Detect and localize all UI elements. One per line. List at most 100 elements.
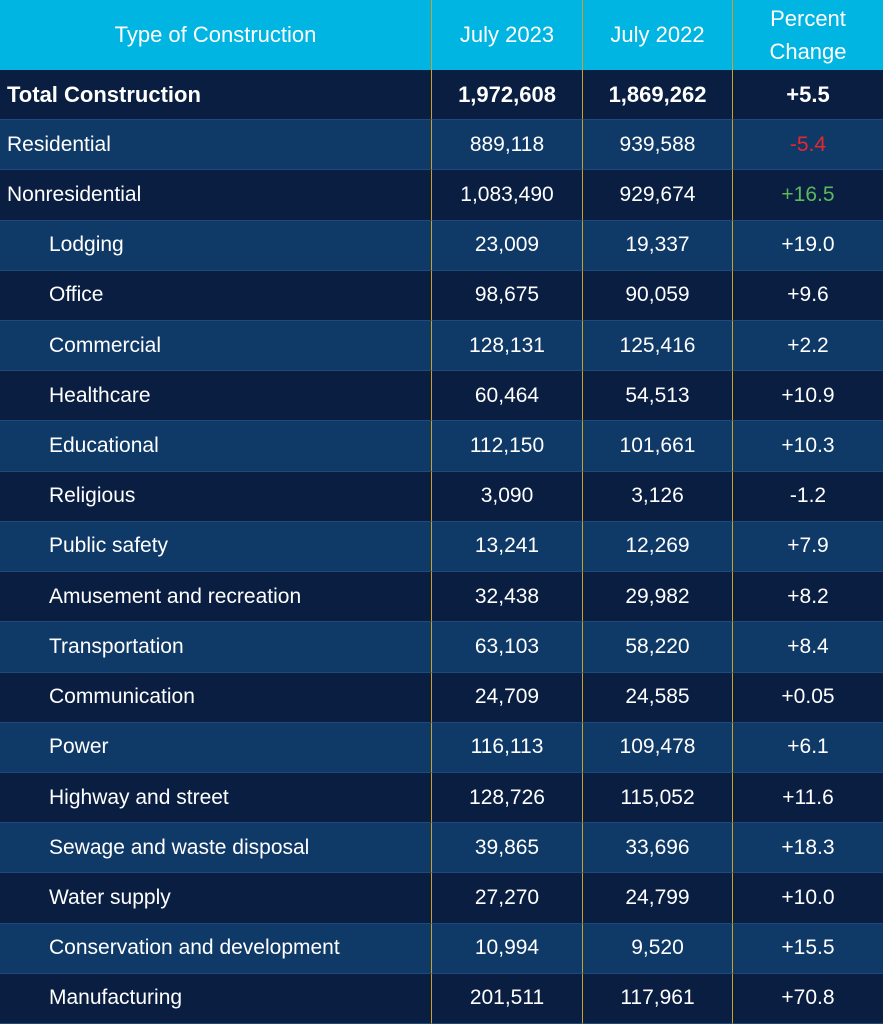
cell: Power: [0, 723, 431, 773]
cell-text: July 2022: [610, 22, 705, 47]
cell: 24,585: [582, 672, 732, 723]
subtype-row: Highway and street 128,726 115,052 +11.6: [0, 772, 883, 824]
cell: 1,083,490: [431, 170, 582, 221]
subtype-row: Public safety 13,241 12,269 +7.9: [0, 521, 883, 573]
cell: 58,220: [582, 622, 732, 673]
cell: 27,270: [431, 873, 582, 924]
cell-text: 125,416: [619, 333, 696, 357]
cell: +5.5: [732, 70, 883, 121]
cell: Transportation: [0, 622, 431, 673]
cell: Communication: [0, 673, 431, 723]
cell-text: 98,675: [474, 283, 540, 307]
cell-text: 109,478: [619, 735, 696, 759]
cell: 1,869,262: [582, 70, 732, 121]
cell-text: 39,865: [474, 835, 540, 859]
subtype-row: Conservation and development 10,994 9,520 +…: [0, 923, 883, 974]
cell: 29,982: [582, 572, 732, 623]
cell-text: Sewage and waste disposal: [49, 835, 310, 859]
cell-text: 889,118: [469, 132, 545, 156]
cell: +7.9: [732, 521, 883, 573]
table-row: Residential 889,118 939,588 -5.4: [0, 120, 883, 171]
cell: Office: [0, 271, 431, 322]
cell-text: 24,585: [625, 685, 690, 709]
cell: 3,090: [431, 471, 582, 522]
cell: +15.5: [732, 923, 883, 974]
cell-text: 939,588: [619, 132, 696, 156]
cell-text: Residential: [7, 132, 111, 156]
cell-text: 12,269: [625, 534, 690, 558]
cell-text: 1,083,490: [460, 183, 554, 206]
cell: Nonresidential: [0, 170, 431, 221]
cell: 939,588: [582, 120, 732, 171]
cell: Conservation and development: [0, 924, 431, 974]
cell: 125,416: [582, 321, 732, 372]
cell: +70.8: [732, 973, 883, 1024]
cell: 33,696: [582, 823, 732, 874]
cell: Highway and street: [0, 773, 431, 824]
cell-text: 128,131: [469, 333, 545, 357]
cell: Public safety: [0, 522, 431, 573]
cell: 24,799: [582, 873, 732, 924]
cell-text: 116,113: [470, 735, 544, 759]
cell-text: Type of Construction: [114, 22, 317, 47]
cell-text: -5.4: [789, 132, 827, 156]
cell-text: 19,337: [625, 233, 690, 257]
cell-text: +10.9: [781, 383, 835, 407]
cell-text: Total Construction: [7, 81, 201, 107]
cell: 60,464: [431, 371, 582, 422]
total-row: Total Construction 1,972,608 1,869,262 +5.5: [0, 70, 883, 121]
cell: 32,438: [431, 572, 582, 623]
cell: +19.0: [732, 220, 883, 271]
cell: 929,674: [582, 170, 732, 221]
cell: +10.0: [732, 873, 883, 924]
cell: Type of Construction: [0, 0, 431, 70]
cell: 3,126: [582, 471, 732, 522]
cell-text: 1,972,608: [458, 81, 556, 107]
cell: 9,520: [582, 923, 732, 974]
cell-text: +5.5: [786, 81, 830, 107]
cell: 63,103: [431, 622, 582, 673]
subtype-row: Transportation 63,103 58,220 +8.4: [0, 622, 883, 673]
cell-text: Percent Change: [769, 6, 847, 64]
cell-text: +15.5: [781, 936, 835, 960]
cell-text: 33,696: [625, 835, 690, 859]
header-row: Type of Construction July 2023 July 2022 Pe…: [0, 0, 883, 70]
cell-text: 201,511: [469, 986, 545, 1010]
cell: +11.6: [732, 772, 883, 824]
cell-text: 60,464: [474, 383, 540, 407]
cell-text: +70.8: [781, 986, 835, 1010]
cell-text: +16.5: [781, 183, 835, 206]
cell: 24,709: [431, 672, 582, 723]
cell-text: +6.1: [787, 735, 829, 759]
cell-text: +18.3: [781, 835, 835, 859]
cell: Educational: [0, 421, 431, 472]
subtype-row: Healthcare 60,464 54,513 +10.9: [0, 371, 883, 422]
cell: +0.05: [732, 672, 883, 723]
cell: Religious: [0, 472, 431, 522]
subtype-row: Communication 24,709 24,585 +0.05: [0, 672, 883, 723]
cell-text: Water supply: [49, 885, 171, 909]
cell: Lodging: [0, 221, 431, 271]
cell: Water supply: [0, 873, 431, 924]
cell-text: 1,869,262: [608, 81, 707, 107]
cell: 39,865: [431, 823, 582, 874]
cell-text: +0.05: [781, 685, 835, 709]
cell-text: +8.2: [787, 584, 829, 608]
cell-text: Commercial: [49, 333, 162, 357]
cell-text: -1.2: [789, 484, 827, 508]
cell-text: +11.6: [782, 785, 834, 809]
cell-text: +7.9: [787, 534, 829, 558]
cell-text: +10.3: [781, 434, 835, 458]
subtype-row: Office 98,675 90,059 +9.6: [0, 270, 883, 322]
cell-text: 3,090: [480, 484, 534, 508]
cell: 19,337: [582, 220, 732, 271]
cell-text: 24,709: [474, 685, 540, 709]
cell-text: 58,220: [625, 634, 690, 658]
cell: July 2023: [431, 0, 582, 70]
cell: +8.2: [732, 572, 883, 623]
cell: -5.4: [732, 120, 883, 171]
subtype-row: Sewage and waste disposal 39,865 33,696 +18…: [0, 823, 883, 874]
cell: +10.3: [732, 421, 883, 472]
cell-text: Office: [49, 283, 104, 307]
